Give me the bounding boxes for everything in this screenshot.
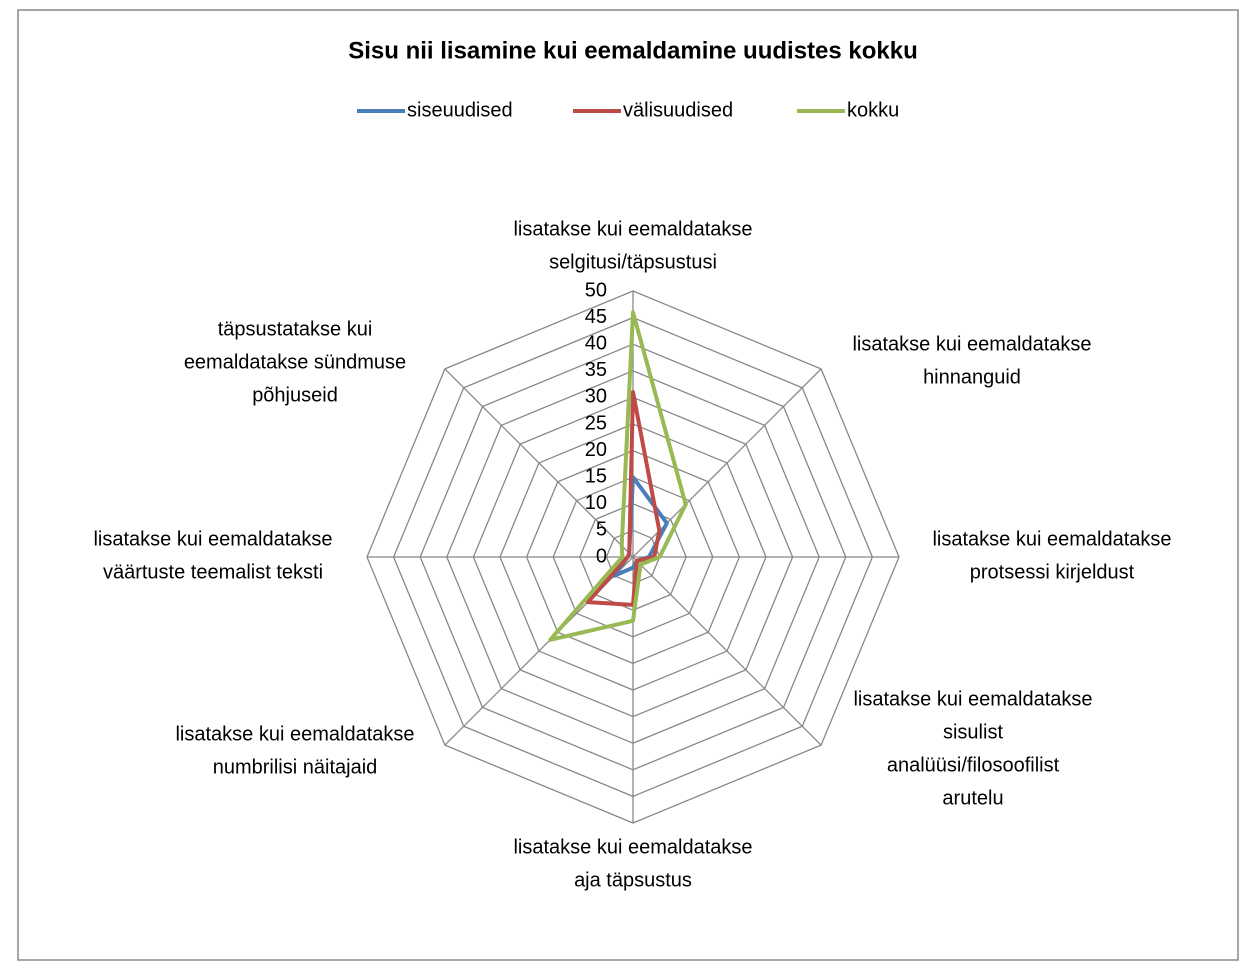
category-label: lisatakse kui eemaldatakse xyxy=(513,836,752,858)
legend-label: siseuudised xyxy=(407,99,513,121)
category-label: hinnanguid xyxy=(923,366,1021,388)
spoke xyxy=(632,556,822,746)
chart-frame xyxy=(17,9,1239,961)
category-label: numbrilisi näitajaid xyxy=(213,756,378,778)
category-label: täpsustatakse kui xyxy=(218,318,373,340)
category-label: sisulist xyxy=(943,721,1003,743)
chart-title: Sisu nii lisamine kui eemaldamine uudist… xyxy=(348,37,918,64)
series-line xyxy=(548,310,688,642)
tick-label: 40 xyxy=(585,332,607,354)
category-label: eemaldatakse sündmuse xyxy=(184,351,406,373)
category-label: lisatakse kui eemaldatakse xyxy=(175,723,414,745)
category-label: lisatakse kui eemaldatakse xyxy=(853,688,1092,710)
tick-label: 25 xyxy=(585,412,607,434)
category-label: lisatakse kui eemaldatakse xyxy=(852,333,1091,355)
category-label: selgitusi/täpsustusi xyxy=(549,251,717,273)
tick-label: 10 xyxy=(585,492,607,514)
category-label: lisatakse kui eemaldatakse xyxy=(93,528,332,550)
tick-label: 0 xyxy=(596,545,607,567)
tick-label: 15 xyxy=(585,465,607,487)
category-label: väärtuste teemalist teksti xyxy=(103,561,323,583)
series-line xyxy=(585,390,662,607)
category-label: põhjuseid xyxy=(252,384,338,406)
tick-label: 50 xyxy=(585,279,607,301)
spoke xyxy=(444,368,634,558)
legend-label: välisuudised xyxy=(623,99,733,121)
tick-label: 35 xyxy=(585,359,607,381)
category-label: lisatakse kui eemaldatakse xyxy=(513,218,752,240)
category-label: lisatakse kui eemaldatakse xyxy=(932,528,1171,550)
category-label: analüüsi/filosoofilist xyxy=(887,754,1060,776)
tick-label: 45 xyxy=(585,306,607,328)
tick-label: 20 xyxy=(585,439,607,461)
category-label: arutelu xyxy=(942,787,1003,809)
tick-label: 5 xyxy=(596,519,607,541)
legend-label: kokku xyxy=(847,99,899,121)
category-label: aja täpsustus xyxy=(574,869,692,891)
category-label: protsessi kirjeldust xyxy=(970,561,1135,583)
tick-label: 30 xyxy=(585,386,607,408)
